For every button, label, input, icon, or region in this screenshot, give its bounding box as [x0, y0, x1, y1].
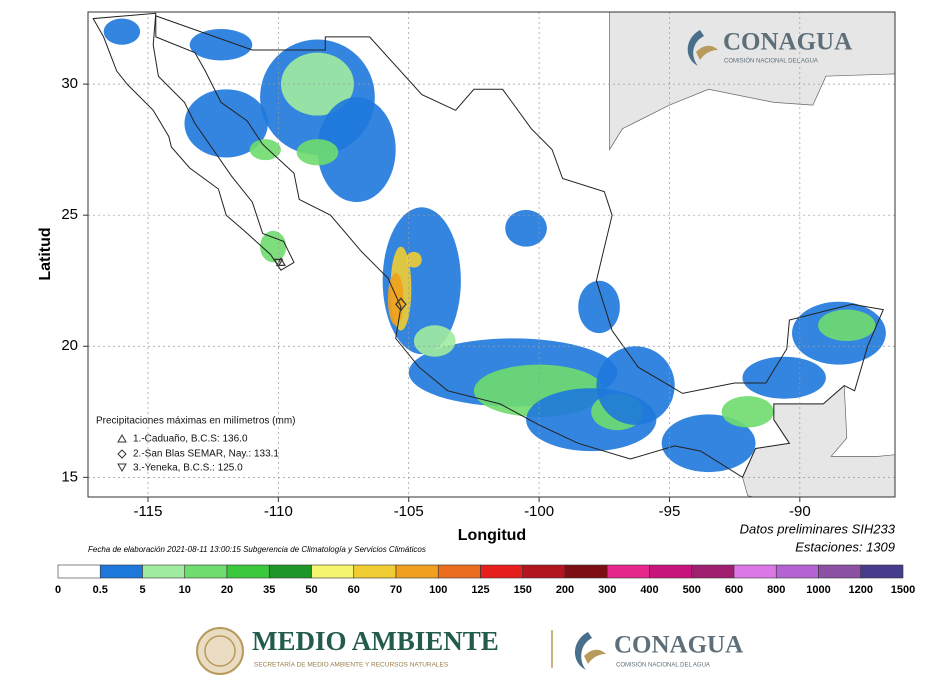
y-tick-label: 20 — [61, 337, 78, 354]
logo-subtitle: COMISIÓN NACIONAL DEL AGUA — [616, 662, 710, 669]
x-tick-label: -105 — [394, 503, 424, 520]
colorbar-box — [396, 565, 438, 578]
colorbar-box — [650, 565, 692, 578]
colorbar-box — [481, 565, 523, 578]
precip-area — [406, 252, 422, 268]
colorbar-label: 100 — [429, 584, 447, 596]
precip-area — [722, 396, 774, 427]
y-tick-label: 30 — [61, 75, 78, 92]
colorbar-label: 0.5 — [93, 584, 108, 596]
x-tick-label: -115 — [134, 503, 163, 520]
colorbar-label: 1200 — [849, 584, 873, 596]
note: Datos preliminares SIH233 — [740, 521, 896, 536]
y-tick-label: 25 — [61, 206, 78, 223]
colorbar-label: 300 — [598, 584, 616, 596]
semarnat-logo: MEDIO AMBIENTE SECRETARÍA DE MEDIO AMBIE… — [197, 626, 499, 674]
precip-area — [190, 29, 253, 60]
colorbar-label: 10 — [179, 584, 191, 596]
logo-swirl — [584, 650, 606, 664]
colorbar-box — [565, 565, 607, 578]
precip-area — [505, 210, 547, 247]
precip-area — [414, 325, 456, 356]
colorbar-label: 50 — [305, 584, 317, 596]
colorbar-box — [438, 565, 480, 578]
colorbar-label: 60 — [348, 584, 360, 596]
legend-title: Precipitaciones máximas en milímetros (m… — [96, 416, 296, 427]
logo-subtitle: COMISIÓN NACIONAL DEL AGUA — [724, 58, 818, 65]
colorbar-label: 500 — [683, 584, 701, 596]
x-axis-label: Longitud — [458, 527, 526, 544]
colorbar-box — [312, 565, 354, 578]
colorbar-label: 400 — [640, 584, 658, 596]
logo-title: CONAGUA — [723, 29, 852, 56]
colorbar: 0 0.5 5 10 20 35 50 60 70 100 125 150 200 300 400 500 60… — [55, 565, 915, 596]
colorbar-label: 125 — [471, 584, 489, 596]
colorbar-label: 150 — [514, 584, 532, 596]
x-tick-label: -90 — [789, 503, 811, 520]
conagua-logo-bottom: CONAGUA COMISIÓN NACIONAL DEL AGUA — [575, 632, 743, 670]
land-cuba — [930, 262, 941, 309]
colorbar-label: 5 — [139, 584, 145, 596]
colorbar-box — [776, 565, 818, 578]
legend-item: 3.-Yeneka, B.C.S.: 125.0 — [133, 463, 243, 474]
colorbar-label: 600 — [725, 584, 743, 596]
colorbar-label: 1000 — [806, 584, 830, 596]
colorbar-box — [734, 565, 776, 578]
colorbar-label: 1500 — [891, 584, 915, 596]
logo-title: CONAGUA — [614, 632, 743, 659]
colorbar-label: 70 — [390, 584, 402, 596]
colorbar-box — [269, 565, 311, 578]
precip-area — [297, 139, 339, 165]
logo-title: MEDIO AMBIENTE — [252, 626, 499, 656]
note: Estaciones: 1309 — [795, 539, 895, 554]
colorbar-box — [861, 565, 903, 578]
precip-area — [596, 346, 674, 425]
logo-subtitle: SECRETARÍA DE MEDIO AMBIENTE Y RECURSOS … — [254, 660, 449, 669]
seal — [197, 628, 243, 674]
colorbar-box — [607, 565, 649, 578]
colorbar-box — [227, 565, 269, 578]
x-tick-label: -110 — [264, 503, 293, 520]
y-axis-label: Latitud — [37, 227, 54, 280]
colorbar-box — [58, 565, 100, 578]
colorbar-box — [819, 565, 861, 578]
colorbar-label: 0 — [55, 584, 61, 596]
precip-area — [104, 19, 141, 45]
precip-area — [742, 357, 825, 399]
colorbar-box — [100, 565, 142, 578]
colorbar-label: 35 — [263, 584, 275, 596]
colorbar-label: 20 — [221, 584, 233, 596]
logo-swirl — [575, 632, 592, 670]
legend-item: 2.-San Blas SEMAR, Nay.: 133.1 — [133, 449, 279, 460]
colorbar-label: 200 — [556, 584, 574, 596]
colorbar-box — [354, 565, 396, 578]
legend-item: 1.-Caduaño, B.C.S: 136.0 — [133, 434, 248, 445]
y-tick-label: 15 — [61, 468, 78, 485]
x-tick-label: -100 — [524, 503, 554, 520]
colorbar-box — [185, 565, 227, 578]
colorbar-label: 800 — [767, 584, 785, 596]
colorbar-box — [143, 565, 185, 578]
precip-area — [818, 310, 875, 341]
colorbar-box — [692, 565, 734, 578]
x-tick-label: -95 — [659, 503, 681, 520]
colorbar-box — [523, 565, 565, 578]
footer-date: Fecha de elaboración 2021-08-11 13:00:15… — [88, 545, 426, 554]
